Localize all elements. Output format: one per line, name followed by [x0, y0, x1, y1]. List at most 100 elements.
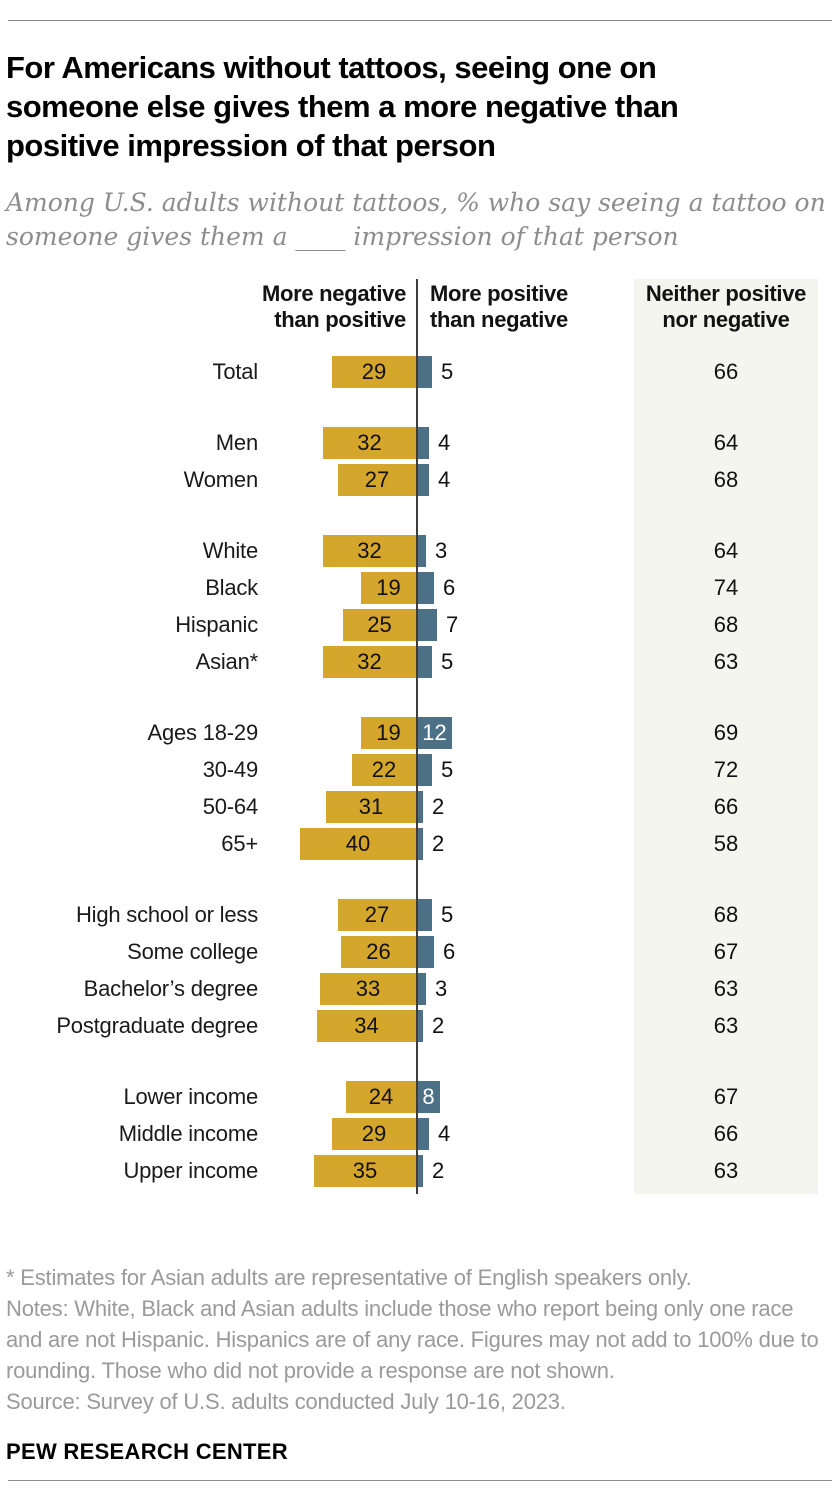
negative-value: 24 [368, 1083, 394, 1109]
neither-value: 68 [713, 901, 739, 927]
neither-value: 66 [713, 358, 739, 384]
negative-bar [300, 827, 416, 860]
page-title: For Americans without tattoos, seeing on… [6, 48, 832, 165]
row-label: Hispanic [175, 612, 258, 637]
column-header-neither: Neither positive nor negative [634, 281, 818, 333]
asterisk-footnote: * Estimates for Asian adults are represe… [6, 1265, 692, 1290]
positive-value: 2 [432, 830, 445, 856]
neither-value: 63 [713, 975, 739, 1001]
row-label: Women [183, 467, 259, 492]
row-label: Total [212, 359, 259, 384]
row-label: Middle income [118, 1121, 258, 1146]
neither-value: 67 [713, 938, 739, 964]
notes-text: Notes: White, Black and Asian adults inc… [6, 1296, 819, 1383]
positive-value: 2 [432, 793, 445, 819]
negative-value: 19 [376, 719, 401, 745]
row-label: 30-49 [202, 757, 258, 782]
negative-value: 32 [357, 537, 382, 563]
positive-value: 2 [432, 1012, 445, 1038]
negative-bar [323, 534, 416, 567]
neither-value: 66 [713, 793, 739, 819]
negative-value: 40 [345, 830, 371, 856]
row-label: High school or less [75, 902, 258, 927]
row-label: Bachelor’s degree [83, 976, 259, 1001]
positive-value: 3 [435, 975, 448, 1001]
positive-value: 5 [441, 358, 454, 384]
pew-research-center-wordmark: PEW RESEARCH CENTER [6, 1439, 288, 1464]
negative-value: 19 [376, 574, 401, 600]
positive-value: 12 [422, 719, 447, 745]
negative-value: 26 [366, 938, 391, 964]
column-header-line: than positive [274, 307, 406, 332]
positive-bar [417, 355, 432, 388]
neither-value: 63 [713, 1012, 739, 1038]
negative-bar [361, 571, 416, 604]
neither-value: 63 [713, 648, 739, 674]
negative-value: 32 [357, 429, 382, 455]
negative-value: 29 [361, 358, 387, 384]
positive-value: 3 [435, 537, 448, 563]
negative-bar [323, 426, 416, 459]
neither-value: 63 [713, 1157, 739, 1183]
negative-bar [320, 972, 416, 1005]
negative-bar [338, 463, 416, 496]
row-label: Black [205, 575, 258, 600]
neither-value: 72 [713, 756, 739, 782]
positive-bar [417, 534, 426, 567]
negative-bar [317, 1009, 416, 1042]
infographic-page: For Americans without tattoos, seeing on… [0, 20, 840, 1490]
negative-value: 27 [364, 901, 390, 927]
title-line: someone else gives them a more negative … [6, 89, 679, 124]
row-label: Men [215, 430, 258, 455]
positive-bar [417, 790, 423, 823]
column-header-line: More positive [430, 281, 568, 306]
neither-column-background [634, 279, 818, 1194]
column-header-line: nor negative [662, 307, 790, 332]
negative-value: 27 [364, 466, 390, 492]
negative-bar [332, 355, 416, 388]
row-label: 65+ [221, 831, 258, 856]
negative-value: 29 [361, 1120, 387, 1146]
positive-value: 8 [422, 1083, 435, 1109]
title-line: positive impression of that person [6, 128, 496, 163]
positive-value: 6 [443, 574, 456, 600]
positive-bar [417, 426, 429, 459]
positive-value: 4 [438, 466, 451, 492]
row-label: White [202, 538, 258, 563]
positive-value: 4 [438, 429, 451, 455]
positive-bar [417, 716, 452, 749]
neither-value: 64 [713, 429, 739, 455]
positive-bar [417, 571, 434, 604]
negative-bar [323, 645, 416, 678]
row-label: Some college [127, 939, 258, 964]
column-header-negative: More negative than positive [0, 281, 406, 333]
positive-bar [417, 827, 423, 860]
positive-bar [417, 645, 432, 678]
neither-value: 68 [713, 611, 739, 637]
row-label: Asian* [195, 649, 259, 674]
positive-bar [417, 898, 432, 931]
positive-bar [417, 935, 434, 968]
positive-bar [417, 608, 437, 641]
negative-value: 32 [357, 648, 382, 674]
positive-bar [417, 1080, 440, 1113]
negative-bar [346, 1080, 416, 1113]
positive-value: 2 [432, 1157, 445, 1183]
row-label: Upper income [123, 1158, 258, 1183]
axis-line [416, 279, 418, 1194]
row-label: Postgraduate degree [56, 1013, 258, 1038]
chart-subtitle: Among U.S. adults without tattoos, % who… [6, 186, 832, 254]
bottom-divider [8, 1480, 832, 1481]
column-header-line: than negative [430, 307, 568, 332]
source-text: Source: Survey of U.S. adults conducted … [6, 1389, 566, 1414]
negative-bar [361, 716, 416, 749]
chart-notes: * Estimates for Asian adults are represe… [6, 1262, 832, 1417]
positive-bar [417, 463, 429, 496]
negative-bar [314, 1154, 416, 1187]
positive-value: 5 [441, 648, 454, 674]
neither-value: 67 [713, 1083, 739, 1109]
row-label: Ages 18-29 [147, 720, 258, 745]
neither-value: 64 [713, 537, 739, 563]
subtitle-line: Among U.S. adults without tattoos, % who… [6, 188, 826, 217]
positive-value: 4 [438, 1120, 451, 1146]
